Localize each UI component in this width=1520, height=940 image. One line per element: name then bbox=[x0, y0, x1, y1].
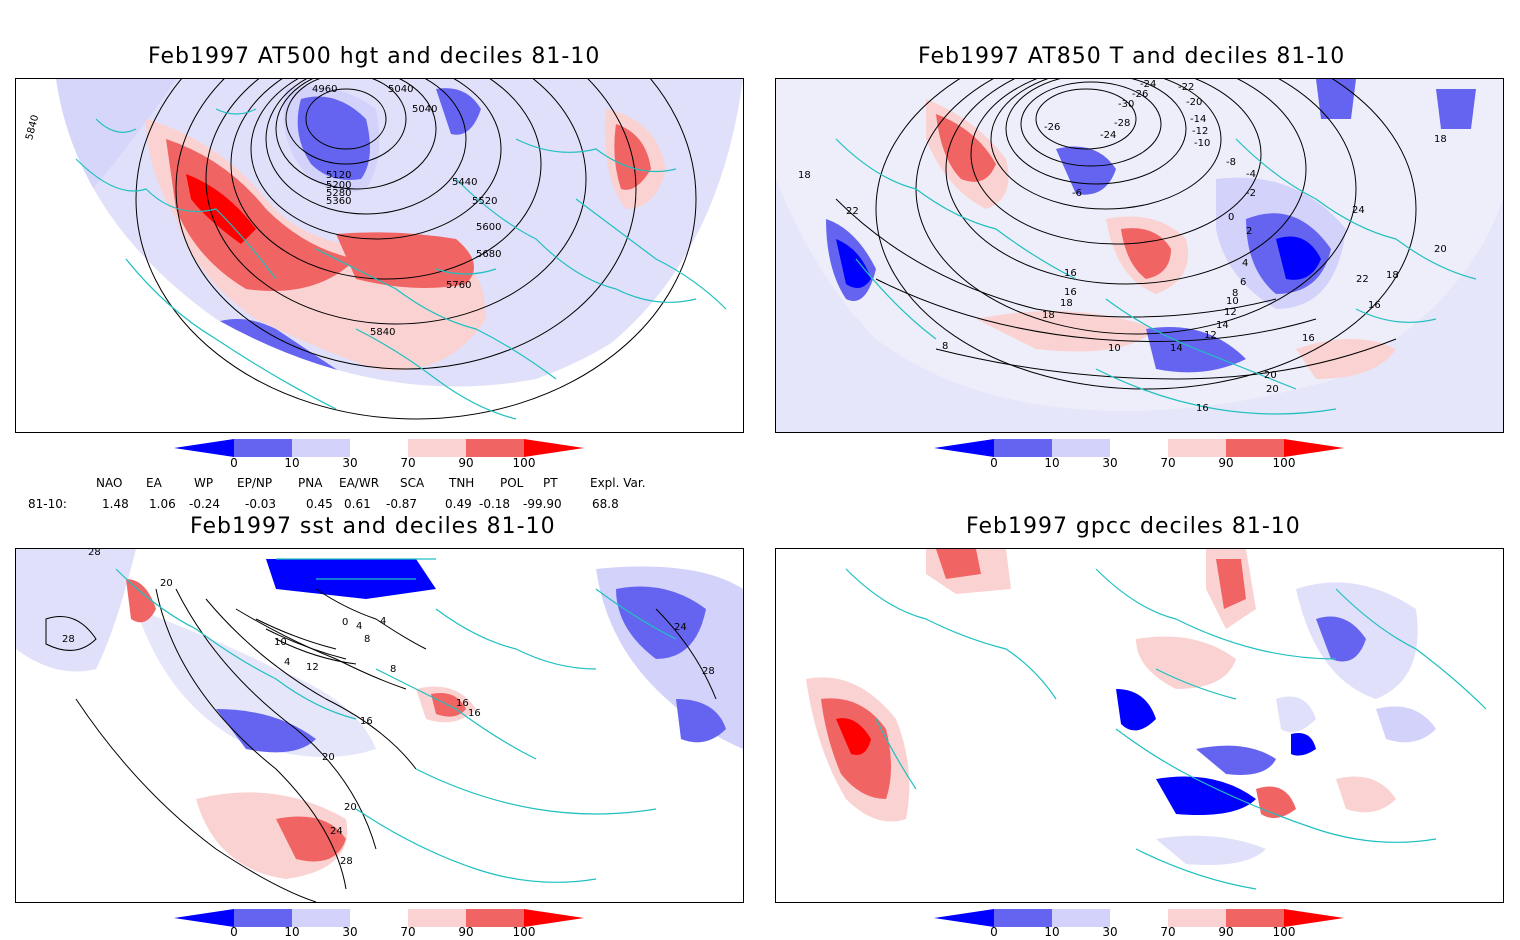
panel-title-at850: Feb1997 AT850 T and deciles 81-10 bbox=[918, 44, 1346, 69]
cb3-tick-10: 10 bbox=[284, 925, 300, 939]
colorbar-at850 bbox=[934, 439, 1346, 457]
cb1-tick-100: 100 bbox=[512, 456, 536, 470]
cb4-tick-0: 0 bbox=[990, 925, 998, 939]
cb1-tick-0: 0 bbox=[230, 456, 238, 470]
idx-val-sca: -0.87 bbox=[386, 497, 418, 511]
idx-val-pol: -0.18 bbox=[479, 497, 511, 511]
cb2-tick-90: 90 bbox=[1218, 456, 1234, 470]
colorbar-gpcc bbox=[934, 909, 1346, 927]
idx-header-sca: SCA bbox=[400, 476, 425, 490]
idx-header-epnp: EP/NP bbox=[237, 476, 273, 490]
idx-val-eawr: 0.61 bbox=[344, 497, 371, 511]
map-gpcc-canvas bbox=[776, 549, 1503, 902]
idx-header-pt: PT bbox=[543, 476, 558, 490]
cb2-tick-70: 70 bbox=[1160, 456, 1176, 470]
cb3-tick-90: 90 bbox=[458, 925, 474, 939]
map-at850-canvas bbox=[776, 79, 1503, 432]
idx-val-explvar: 68.8 bbox=[592, 497, 619, 511]
cb3-tick-30: 30 bbox=[342, 925, 358, 939]
map-sst bbox=[15, 548, 744, 903]
idx-val-pt: -99.90 bbox=[523, 497, 562, 511]
cb1-tick-30: 30 bbox=[342, 456, 358, 470]
idx-header-tnh: TNH bbox=[449, 476, 475, 490]
cb4-tick-100: 100 bbox=[1272, 925, 1296, 939]
map-sst-canvas bbox=[16, 549, 743, 902]
idx-row-label: 81-10: bbox=[28, 497, 67, 511]
cb4-tick-30: 30 bbox=[1102, 925, 1118, 939]
cb4-tick-90: 90 bbox=[1218, 925, 1234, 939]
colorbar-sst bbox=[174, 909, 586, 927]
panel-title-sst: Feb1997 sst and deciles 81-10 bbox=[190, 514, 556, 539]
panel-title-at500: Feb1997 AT500 hgt and deciles 81-10 bbox=[148, 44, 601, 69]
idx-header-pol: POL bbox=[500, 476, 524, 490]
cb1-tick-90: 90 bbox=[458, 456, 474, 470]
colorbar-at500 bbox=[174, 439, 586, 457]
map-at500-canvas bbox=[16, 79, 743, 432]
cb1-tick-10: 10 bbox=[284, 456, 300, 470]
cb3-tick-100: 100 bbox=[512, 925, 536, 939]
idx-header-eawr: EA/WR bbox=[339, 476, 380, 490]
idx-header-nao: NAO bbox=[96, 476, 123, 490]
idx-header-pna: PNA bbox=[298, 476, 323, 490]
cb1-tick-70: 70 bbox=[400, 456, 416, 470]
idx-val-tnh: 0.49 bbox=[445, 497, 472, 511]
cb2-tick-30: 30 bbox=[1102, 456, 1118, 470]
idx-val-pna: 0.45 bbox=[306, 497, 333, 511]
cb2-tick-0: 0 bbox=[990, 456, 998, 470]
cb4-tick-70: 70 bbox=[1160, 925, 1176, 939]
idx-val-epnp: -0.03 bbox=[245, 497, 277, 511]
idx-val-wp: -0.24 bbox=[189, 497, 221, 511]
map-at500 bbox=[15, 78, 744, 433]
idx-val-nao: 1.48 bbox=[102, 497, 129, 511]
idx-header-ea: EA bbox=[146, 476, 162, 490]
cb3-tick-0: 0 bbox=[230, 925, 238, 939]
map-at850 bbox=[775, 78, 1504, 433]
cb4-tick-10: 10 bbox=[1044, 925, 1060, 939]
cb2-tick-100: 100 bbox=[1272, 456, 1296, 470]
idx-val-ea: 1.06 bbox=[149, 497, 176, 511]
panel-title-gpcc: Feb1997 gpcc deciles 81-10 bbox=[966, 514, 1301, 539]
cb3-tick-70: 70 bbox=[400, 925, 416, 939]
cb2-tick-10: 10 bbox=[1044, 456, 1060, 470]
map-gpcc bbox=[775, 548, 1504, 903]
idx-header-explvar: Expl. Var. bbox=[590, 476, 646, 490]
idx-header-wp: WP bbox=[194, 476, 214, 490]
